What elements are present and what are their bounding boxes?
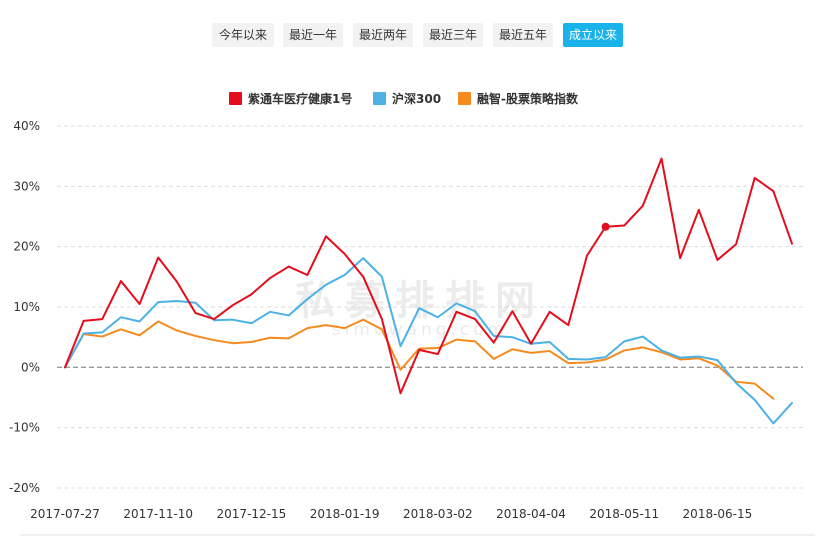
series-layer — [64, 157, 793, 425]
y-tick-label: 0% — [21, 360, 40, 374]
tab-1[interactable]: 今年以来 — [212, 23, 274, 47]
legend-item-3[interactable]: 融智-股票策略指数 — [458, 91, 578, 107]
x-tick-label: 2017-11-10 — [123, 507, 193, 521]
y-tick-label: -10% — [9, 421, 40, 435]
axis-layer: 40% 30% 20% 10% 0% -10% -20% 2017-07-27 2017-11-… — [9, 119, 815, 536]
x-tick-label: 2018-05-11 — [589, 507, 659, 521]
grid-layer — [57, 125, 803, 489]
legend-label: 紫通车医疗健康1号 — [248, 92, 353, 106]
x-tick-label: 2017-07-27 — [30, 507, 100, 521]
tab-2[interactable]: 最近一年 — [283, 23, 343, 47]
legend-label: 沪深300 — [392, 92, 442, 106]
x-tick-label: 2018-06-15 — [683, 507, 753, 521]
x-tick-label: 2017-12-15 — [217, 507, 287, 521]
y-tick-label: 30% — [13, 179, 40, 193]
series-line-2 — [64, 257, 793, 425]
legend-swatch-icon — [458, 92, 471, 105]
series-line-3 — [64, 318, 775, 400]
y-tick-label: 40% — [13, 119, 40, 133]
tab-4[interactable]: 最近三年 — [423, 23, 483, 47]
highlight-point[interactable] — [601, 222, 610, 231]
x-tick-label: 2018-01-19 — [310, 507, 380, 521]
legend-swatch-icon — [229, 92, 242, 105]
legend-item-1[interactable]: 紫通车医疗健康1号 — [229, 91, 352, 107]
y-tick-label: -20% — [9, 481, 40, 495]
legend-label: 融智-股票策略指数 — [477, 92, 578, 106]
tab-6[interactable]: 成立以来 — [563, 23, 623, 47]
series-line-1 — [64, 157, 793, 395]
y-tick-label: 20% — [13, 240, 40, 254]
chart-legend: 紫通车医疗健康1号 沪深300 融智-股票策略指数 — [0, 91, 837, 107]
tab-3[interactable]: 最近两年 — [353, 23, 413, 47]
tab-5[interactable]: 最近五年 — [493, 23, 553, 47]
x-tick-label: 2018-04-04 — [496, 507, 566, 521]
legend-item-2[interactable]: 沪深300 — [373, 91, 441, 107]
period-tabs: 今年以来 最近一年 最近两年 最近三年 最近五年 成立以来 — [0, 23, 837, 47]
y-tick-label: 10% — [13, 300, 40, 314]
legend-swatch-icon — [373, 92, 386, 105]
x-tick-label: 2018-03-02 — [403, 507, 473, 521]
